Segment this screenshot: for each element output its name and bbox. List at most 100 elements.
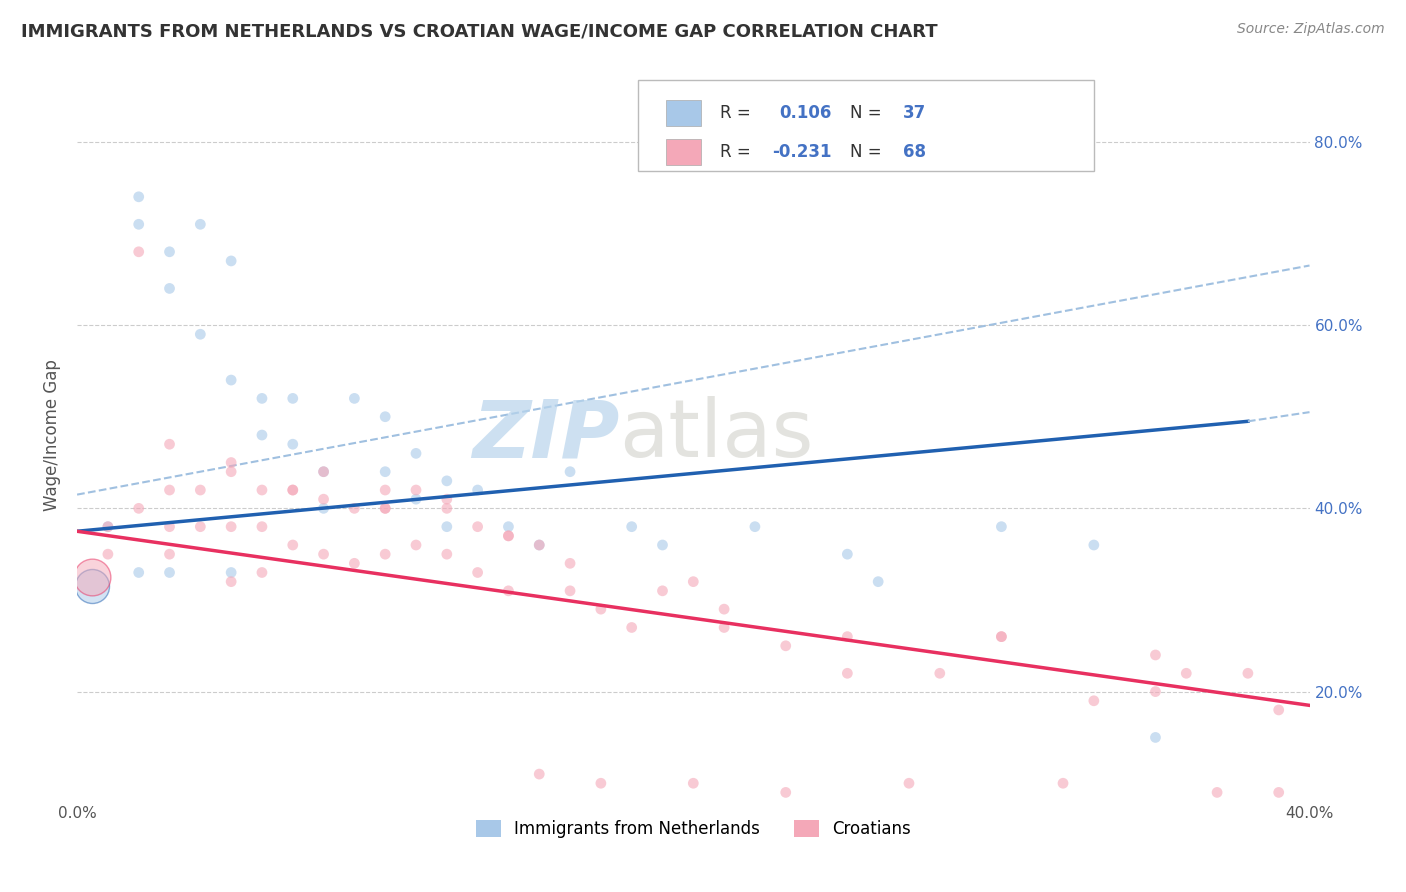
Text: ZIP: ZIP	[472, 396, 620, 474]
Point	[1083, 694, 1105, 708]
Point	[558, 557, 581, 571]
Bar	[666, 139, 700, 165]
Point	[219, 574, 242, 589]
Point	[159, 244, 181, 259]
Point	[128, 566, 150, 580]
Point	[250, 392, 273, 406]
Point	[405, 446, 427, 460]
Point	[713, 620, 735, 634]
Point	[281, 483, 304, 497]
Point	[620, 519, 643, 533]
Point	[374, 409, 396, 424]
Point	[1144, 731, 1167, 745]
Point	[620, 620, 643, 634]
Point	[1144, 684, 1167, 698]
Point	[312, 465, 335, 479]
Point	[775, 785, 797, 799]
Point	[436, 519, 458, 533]
Point	[82, 570, 104, 584]
Point	[1052, 776, 1074, 790]
Point	[436, 492, 458, 507]
Point	[97, 519, 120, 533]
Point	[651, 583, 673, 598]
Point	[343, 501, 366, 516]
Point	[188, 217, 211, 231]
Point	[436, 501, 458, 516]
Point	[405, 538, 427, 552]
Point	[312, 492, 335, 507]
Point	[82, 579, 104, 593]
Legend: Immigrants from Netherlands, Croatians: Immigrants from Netherlands, Croatians	[470, 813, 917, 845]
Point	[990, 630, 1012, 644]
Point	[374, 501, 396, 516]
Point	[837, 547, 859, 561]
Point	[837, 666, 859, 681]
Point	[405, 483, 427, 497]
Point	[374, 501, 396, 516]
Point	[990, 519, 1012, 533]
Text: 68: 68	[903, 144, 925, 161]
Point	[498, 519, 520, 533]
Point	[250, 428, 273, 442]
Point	[898, 776, 921, 790]
Point	[281, 483, 304, 497]
Point	[529, 538, 551, 552]
Point	[405, 492, 427, 507]
Point	[312, 501, 335, 516]
Point	[589, 776, 612, 790]
Point	[1144, 648, 1167, 662]
Point	[281, 538, 304, 552]
Text: N =: N =	[849, 103, 887, 121]
Point	[219, 566, 242, 580]
Point	[281, 437, 304, 451]
Text: N =: N =	[849, 144, 887, 161]
Point	[250, 566, 273, 580]
Text: Source: ZipAtlas.com: Source: ZipAtlas.com	[1237, 22, 1385, 37]
Point	[1237, 666, 1260, 681]
Point	[159, 281, 181, 295]
FancyBboxPatch shape	[638, 79, 1094, 171]
Point	[868, 574, 890, 589]
Point	[1267, 785, 1289, 799]
Text: 0.106: 0.106	[779, 103, 832, 121]
Point	[775, 639, 797, 653]
Point	[219, 373, 242, 387]
Bar	[666, 100, 700, 126]
Text: 37: 37	[903, 103, 927, 121]
Point	[159, 566, 181, 580]
Point	[128, 190, 150, 204]
Point	[159, 519, 181, 533]
Point	[219, 465, 242, 479]
Point	[374, 547, 396, 561]
Point	[188, 483, 211, 497]
Point	[1083, 538, 1105, 552]
Point	[219, 456, 242, 470]
Point	[343, 392, 366, 406]
Point	[744, 519, 766, 533]
Point	[529, 767, 551, 781]
Point	[682, 776, 704, 790]
Point	[97, 519, 120, 533]
Text: -0.231: -0.231	[772, 144, 832, 161]
Text: R =: R =	[720, 144, 756, 161]
Point	[343, 557, 366, 571]
Point	[928, 666, 950, 681]
Y-axis label: Wage/Income Gap: Wage/Income Gap	[44, 359, 60, 511]
Text: atlas: atlas	[620, 396, 814, 474]
Point	[467, 519, 489, 533]
Point	[312, 547, 335, 561]
Point	[589, 602, 612, 616]
Point	[990, 630, 1012, 644]
Point	[498, 529, 520, 543]
Text: IMMIGRANTS FROM NETHERLANDS VS CROATIAN WAGE/INCOME GAP CORRELATION CHART: IMMIGRANTS FROM NETHERLANDS VS CROATIAN …	[21, 22, 938, 40]
Point	[188, 327, 211, 342]
Point	[498, 583, 520, 598]
Point	[682, 574, 704, 589]
Point	[159, 547, 181, 561]
Point	[651, 538, 673, 552]
Point	[128, 501, 150, 516]
Point	[374, 465, 396, 479]
Point	[188, 519, 211, 533]
Point	[159, 483, 181, 497]
Point	[312, 465, 335, 479]
